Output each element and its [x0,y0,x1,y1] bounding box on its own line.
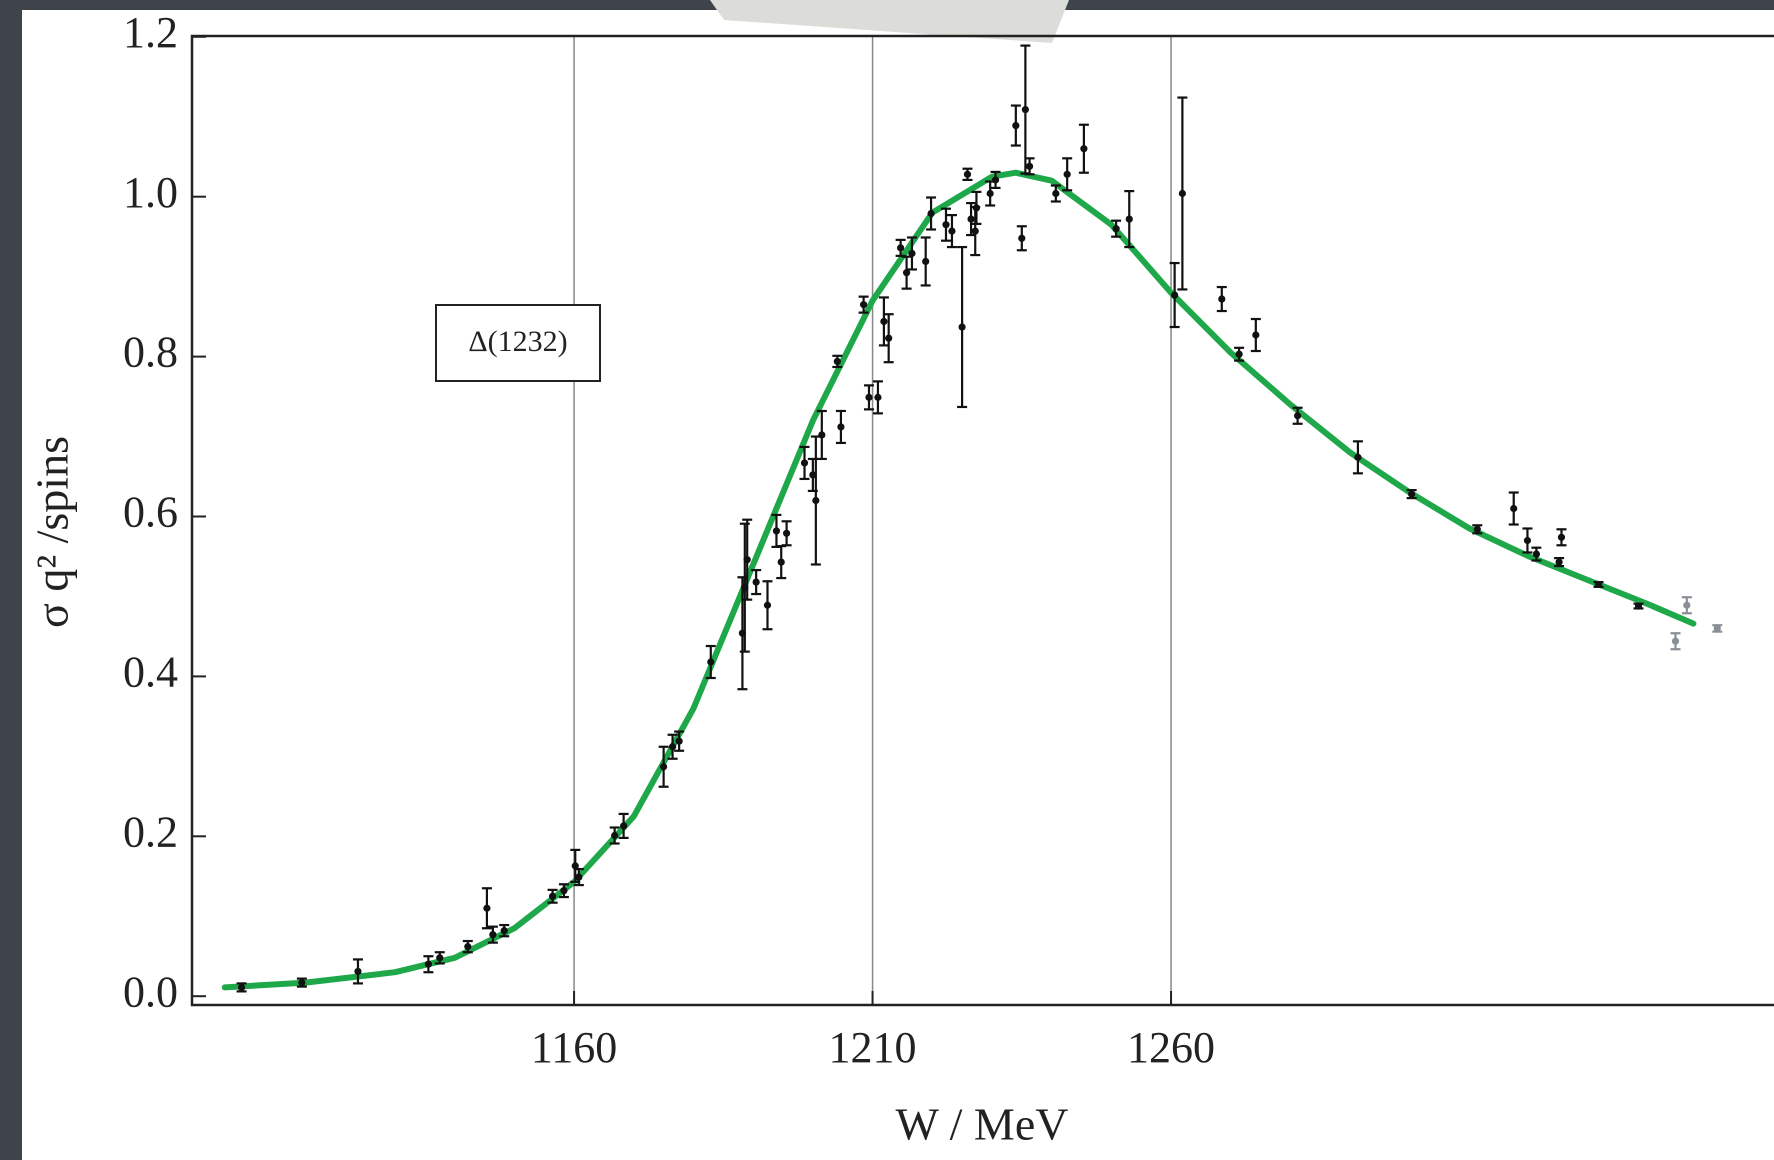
data-point [1080,145,1088,153]
data-point [1018,234,1026,242]
data-point [1683,601,1691,609]
y-tick-label: 0.2 [123,807,178,856]
y-tick-label: 1.2 [123,8,178,57]
plot-frame [190,34,1774,1007]
data-point [354,967,362,976]
annotation: Δ(1232) [468,325,567,358]
data-point [1218,295,1226,303]
x-tick-label: 1210 [829,1023,917,1072]
data-point [1112,225,1120,233]
data-point [436,954,444,962]
data-point [885,334,893,342]
data-point [958,323,966,331]
data-point [1473,525,1481,533]
data-point [837,423,845,431]
data-point [675,737,683,745]
data-point [902,269,911,277]
data-point [874,393,882,401]
data-point [880,317,888,326]
y-axis-title: σ q² /spins [27,436,78,628]
data-point [620,822,628,830]
data-point [298,979,306,987]
data-point [763,601,772,609]
data-point [1063,170,1071,178]
x-axis-title: W / MeV [896,1099,1069,1150]
data-point [1252,331,1260,339]
data-point [971,227,979,235]
data-point [833,357,841,365]
data-point [1408,490,1416,498]
data-point [660,763,668,771]
data-point [1634,602,1643,610]
data-point [772,527,781,535]
y-tick-label: 1.0 [123,168,178,217]
data-point [922,257,930,266]
data-point [489,931,497,939]
data-point [1354,453,1362,461]
data-point [1235,350,1243,358]
y-tick-label: 0.0 [123,967,178,1016]
data-point [927,209,935,218]
data-point [707,658,715,666]
data-point [1178,189,1186,198]
y-tick-label: 0.4 [123,647,178,696]
y-tick-label: 0.8 [123,328,178,377]
fit-curve [221,169,1697,991]
data-point [948,227,956,235]
data-point [575,873,583,881]
data-point [611,831,619,840]
data-point [1021,105,1029,114]
data-point [1294,412,1302,420]
plot-background [22,10,1774,1160]
data-point [897,244,905,252]
data-point [963,170,972,178]
data-point [777,558,785,566]
data-point [560,887,568,895]
data-point [548,892,557,900]
data-point [500,927,508,935]
data-point [1171,291,1179,299]
data-point [812,496,820,505]
data-point [1594,580,1603,589]
data-point [424,960,433,968]
data-point [1052,189,1060,198]
data-point [967,215,975,223]
paper-tab [710,0,1069,43]
y-tick-label: 0.6 [123,488,178,537]
data-point [668,743,677,751]
data-point [908,249,916,258]
data-point [1523,536,1532,545]
data-point [818,431,826,439]
data-point [986,189,994,198]
data-point [1555,558,1563,566]
data-point [942,221,950,229]
data-point [237,983,246,992]
data-point [1713,624,1721,633]
data-point [1671,637,1680,645]
data-point [571,862,579,870]
data-point [743,556,751,564]
data-point [1557,533,1566,541]
data-point [782,529,791,537]
data-point [1125,215,1133,223]
data-point [1025,162,1034,170]
data-point [809,471,817,479]
data-point [752,578,760,586]
data-point [483,904,491,912]
x-tick-label: 1160 [531,1023,617,1072]
data-point [1510,504,1518,513]
data-point [865,393,873,401]
data-point [800,459,809,467]
data-point [860,301,868,309]
data-point [464,943,472,951]
data-point [991,176,1000,184]
data-point [1532,550,1541,558]
annotation-box [435,304,601,382]
x-tick-label: 1260 [1127,1023,1215,1072]
data-point [1012,121,1020,130]
